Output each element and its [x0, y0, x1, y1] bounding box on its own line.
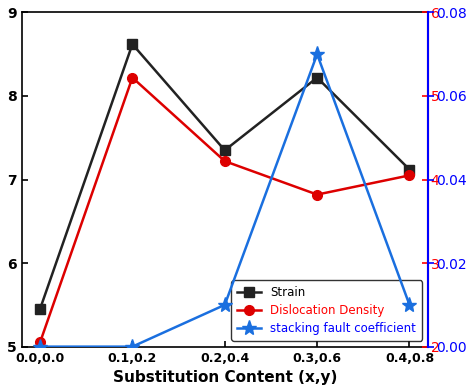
Line: Strain: Strain [35, 39, 414, 314]
Dislocation Density [37, 340, 43, 345]
X-axis label: Substitution Content (x,y): Substitution Content (x,y) [113, 370, 337, 385]
Strain [314, 75, 320, 80]
Strain [407, 167, 412, 172]
stacking fault coefficient [314, 52, 320, 56]
Dislocation Density [129, 75, 135, 80]
Dislocation Density [314, 192, 320, 197]
Strain [222, 148, 228, 152]
Strain [129, 42, 135, 47]
Line: stacking fault coefficient: stacking fault coefficient [32, 47, 417, 354]
stacking fault coefficient [407, 303, 412, 307]
stacking fault coefficient [222, 303, 228, 307]
stacking fault coefficient [37, 344, 43, 349]
Dislocation Density [407, 173, 412, 178]
stacking fault coefficient [129, 344, 135, 349]
Line: Dislocation Density: Dislocation Density [35, 73, 414, 347]
Legend: Strain, Dislocation Density, stacking fault coefficient: Strain, Dislocation Density, stacking fa… [231, 281, 422, 341]
Dislocation Density [222, 159, 228, 163]
Strain [37, 307, 43, 311]
